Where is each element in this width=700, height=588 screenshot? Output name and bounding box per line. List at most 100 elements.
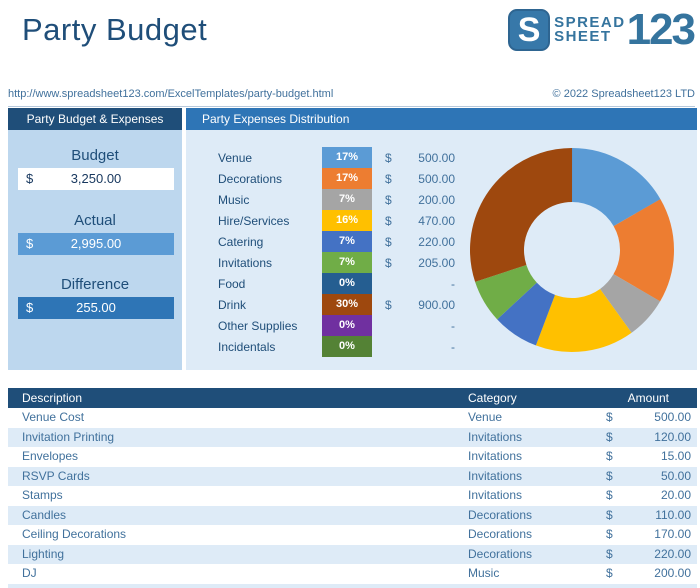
cell-category: Decorations xyxy=(468,527,533,541)
summary-panel: Budget $3,250.00 Actual $2,995.00 Difference… xyxy=(8,130,182,370)
copyright-text: © 2022 Spreadsheet123 LTD xyxy=(552,88,695,100)
cell-description: Venue Cost xyxy=(22,410,85,424)
table-row[interactable]: Venue Cost Venue $500.00 xyxy=(8,408,697,428)
logo-word-sheet: SHEET xyxy=(554,28,612,45)
currency-symbol: $ xyxy=(606,488,613,502)
expenses-donut-chart xyxy=(470,148,674,352)
legend-percent-badge: 7% xyxy=(322,189,372,210)
legend-amount: 205.00 xyxy=(418,255,455,270)
logo-wordmark: SPREAD SHEET xyxy=(554,13,626,45)
donut-segment-invitations xyxy=(470,148,674,352)
cell-amount: $500.00 xyxy=(598,408,697,428)
table-header-description: Description xyxy=(22,391,83,405)
cell-amount: $200.00 xyxy=(598,564,697,584)
legend-label: Venue xyxy=(218,150,253,165)
legend-row-food: Food 0% - xyxy=(186,273,455,294)
logo-123: 123 xyxy=(626,5,696,54)
summary-label-actual: Actual xyxy=(74,212,116,229)
cell-description: Stamps xyxy=(22,488,63,502)
table-row[interactable]: Lighting Decorations $220.00 xyxy=(8,544,697,565)
legend-percent-badge: 17% xyxy=(322,147,372,168)
summary-field-actual: $2,995.00 xyxy=(18,233,174,255)
legend-amount: 500.00 xyxy=(418,171,455,186)
page-title: Party Budget xyxy=(22,12,208,47)
donut-segment-drink xyxy=(470,148,674,352)
cell-amount: $110.00 xyxy=(598,506,697,526)
currency-symbol: $ xyxy=(606,507,613,522)
currency-symbol: $ xyxy=(606,527,613,541)
cell-category: Venue xyxy=(468,410,503,424)
cell-category: Invitations xyxy=(468,449,523,463)
cell-category: Decorations xyxy=(468,546,533,561)
legend-label: Invitations xyxy=(218,255,273,270)
currency-symbol: $ xyxy=(26,171,34,186)
legend-percent-badge: 0% xyxy=(322,336,372,357)
legend-amount: 220.00 xyxy=(418,234,455,249)
currency-symbol: $ xyxy=(385,150,392,165)
currency-symbol: $ xyxy=(606,546,613,561)
logo-s-icon: S xyxy=(508,9,551,51)
currency-symbol: $ xyxy=(606,449,613,463)
currency-symbol: $ xyxy=(385,192,392,207)
table-row[interactable]: Envelopes Invitations $15.00 xyxy=(8,447,697,467)
spreadsheet123-logo: S SPREAD SHEET 123 xyxy=(508,5,696,54)
currency-symbol: $ xyxy=(385,171,392,186)
legend-amount: 200.00 xyxy=(418,192,455,207)
currency-symbol: $ xyxy=(385,255,392,270)
legend-percent-badge: 0% xyxy=(322,315,372,336)
distribution-panel: Venue 17% $500.00 Decorations 17% $500.00 Musi… xyxy=(186,130,697,370)
cell-category: Music xyxy=(468,566,500,580)
summary-panel-header: Party Budget & Expenses xyxy=(8,108,182,130)
cell-description: Candles xyxy=(22,507,67,522)
legend-amount: 900.00 xyxy=(418,297,455,312)
donut-segment-hire-services xyxy=(470,148,674,352)
legend-label: Catering xyxy=(218,234,264,249)
cell-amount: $220.00 xyxy=(598,545,697,565)
table-row[interactable]: Stamps Invitations $20.00 xyxy=(8,486,697,506)
cell-amount: $120.00 xyxy=(598,428,697,448)
legend-label: Incidentals xyxy=(218,339,276,354)
cell-description: DJ xyxy=(22,566,37,580)
logo-word-spread: SPREAD xyxy=(554,13,626,31)
distribution-panel-header: Party Expenses Distribution xyxy=(186,108,697,130)
amount-value: 50.00 xyxy=(660,468,691,483)
donut-segment-music xyxy=(470,148,674,352)
legend-row-catering: Catering 7% $220.00 xyxy=(186,231,455,252)
cell-amount: $50.00 xyxy=(598,467,697,487)
cell-amount: $170.00 xyxy=(598,525,697,545)
summary-field-budget[interactable]: $3,250.00 xyxy=(18,168,174,190)
amount-value: 170.00 xyxy=(654,527,691,541)
table-row[interactable]: Invitation Printing Invitations $120.00 xyxy=(8,427,697,448)
amount-value: 15.00 xyxy=(660,449,691,463)
cell-amount: $15.00 xyxy=(598,447,697,467)
legend-amount: - xyxy=(451,318,455,333)
cell-description: RSVP Cards xyxy=(22,468,90,483)
cell-category: Invitations xyxy=(468,468,523,483)
legend-label: Food xyxy=(218,276,246,291)
amount-value: 120.00 xyxy=(654,429,691,444)
legend-percent-badge: 7% xyxy=(322,252,372,273)
legend-percent-badge: 16% xyxy=(322,210,372,231)
table-header-category: Category xyxy=(468,391,517,405)
table-row[interactable]: DJ Music $200.00 xyxy=(8,564,697,584)
summary-field-difference: $255.00 xyxy=(18,297,174,319)
legend-percent-badge: 7% xyxy=(322,231,372,252)
template-url-link[interactable]: http://www.spreadsheet123.com/ExcelTempl… xyxy=(8,88,334,100)
cell-description: Lighting xyxy=(22,546,65,561)
currency-symbol: $ xyxy=(606,566,613,580)
legend-percent-badge: 0% xyxy=(322,273,372,294)
currency-symbol: $ xyxy=(385,234,392,249)
currency-symbol: $ xyxy=(385,297,392,312)
table-row[interactable]: Ceiling Decorations Decorations $170.00 xyxy=(8,525,697,545)
cell-description: Envelopes xyxy=(22,449,79,463)
summary-label-budget: Budget xyxy=(71,147,119,164)
currency-symbol: $ xyxy=(385,213,392,228)
table-row[interactable]: RSVP Cards Invitations $50.00 xyxy=(8,466,697,487)
legend-amount: - xyxy=(451,339,455,354)
table-row[interactable]: Candles Decorations $110.00 xyxy=(8,505,697,526)
distribution-legend: Venue 17% $500.00 Decorations 17% $500.00 Musi… xyxy=(186,147,455,357)
legend-row-incidentals: Incidentals 0% - xyxy=(186,336,455,357)
legend-row-hire-services: Hire/Services 16% $470.00 xyxy=(186,210,455,231)
legend-row-drink: Drink 30% $900.00 xyxy=(186,294,455,315)
legend-row-venue: Venue 17% $500.00 xyxy=(186,147,455,168)
